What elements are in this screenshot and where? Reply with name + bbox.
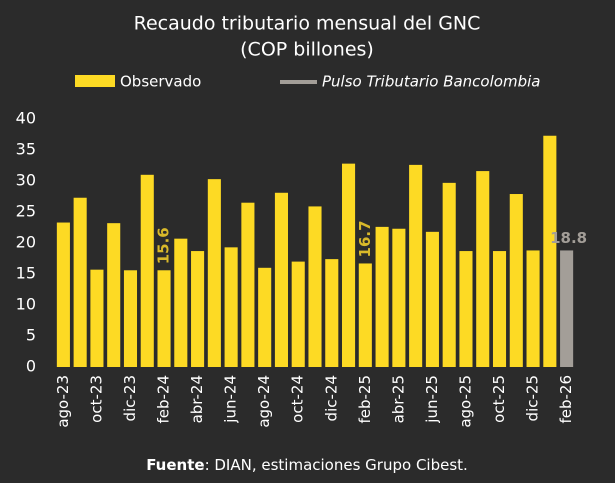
y-tick-label: 0 <box>26 357 36 376</box>
bar <box>291 261 305 367</box>
source-text: : DIAN, estimaciones Grupo Cibest. <box>205 456 468 474</box>
legend-label: Pulso Tributario Bancolombia <box>322 73 540 91</box>
y-tick-label: 35 <box>16 140 36 159</box>
bar <box>157 270 171 367</box>
y-tick-label: 40 <box>16 109 36 128</box>
x-tick-label: ago-24 <box>255 375 273 428</box>
bar <box>274 192 288 367</box>
y-tick-label: 20 <box>16 233 36 252</box>
bar <box>543 135 557 367</box>
bar <box>325 259 339 367</box>
bar <box>492 251 507 367</box>
chart-title: Recaudo tributario mensual del GNC <box>134 13 481 35</box>
bar <box>392 228 406 367</box>
bar <box>459 251 473 367</box>
data-label: 15.6 <box>155 227 173 264</box>
x-tick-label: feb-26 <box>557 375 575 424</box>
bar <box>509 194 523 367</box>
data-label: 18.8 <box>550 229 587 247</box>
bar <box>358 263 372 367</box>
bar <box>308 206 322 367</box>
bar <box>526 250 540 367</box>
bar <box>107 223 121 367</box>
bar <box>560 250 574 367</box>
y-tick-label: 30 <box>16 171 36 190</box>
x-tick-label: abr-24 <box>188 375 206 423</box>
bar <box>342 163 356 367</box>
bar <box>207 179 221 367</box>
x-tick-label: ago-25 <box>456 375 474 428</box>
y-tick-label: 5 <box>26 326 36 345</box>
bar <box>442 182 456 367</box>
bar <box>241 202 255 367</box>
y-tick-label: 15 <box>16 264 36 283</box>
bar <box>224 247 238 367</box>
bar <box>90 269 104 367</box>
chart-subtitle: (COP billones) <box>240 39 374 61</box>
bar <box>174 238 188 367</box>
bar <box>425 231 439 367</box>
bar <box>73 197 87 367</box>
bar <box>409 164 423 367</box>
x-tick-label: jun-25 <box>423 375 441 424</box>
bar <box>140 174 154 367</box>
y-tick-label: 10 <box>16 295 36 314</box>
bar <box>258 267 272 367</box>
y-tick-label: 25 <box>16 202 36 221</box>
legend-swatch <box>75 75 115 87</box>
x-tick-label: oct-23 <box>87 375 105 423</box>
bar <box>476 171 490 367</box>
source-label: Fuente <box>146 456 204 474</box>
bar <box>375 226 389 367</box>
x-tick-label: ago-23 <box>54 375 72 428</box>
x-tick-label: oct-25 <box>490 375 508 423</box>
legend-label: Observado <box>120 73 201 91</box>
x-tick-label: feb-24 <box>155 375 173 424</box>
x-tick-label: feb-25 <box>356 375 374 424</box>
x-tick-label: dic-24 <box>322 375 340 421</box>
data-label: 16.7 <box>356 220 374 257</box>
x-tick-label: abr-25 <box>389 375 407 423</box>
bar <box>123 270 138 367</box>
x-tick-label: dic-23 <box>121 375 139 421</box>
bar <box>56 222 70 367</box>
bar <box>191 251 205 367</box>
x-tick-label: oct-24 <box>289 375 307 423</box>
x-tick-label: dic-25 <box>524 375 542 421</box>
x-tick-label: jun-24 <box>222 375 240 424</box>
source: Fuente: DIAN, estimaciones Grupo Cibest. <box>146 456 468 474</box>
